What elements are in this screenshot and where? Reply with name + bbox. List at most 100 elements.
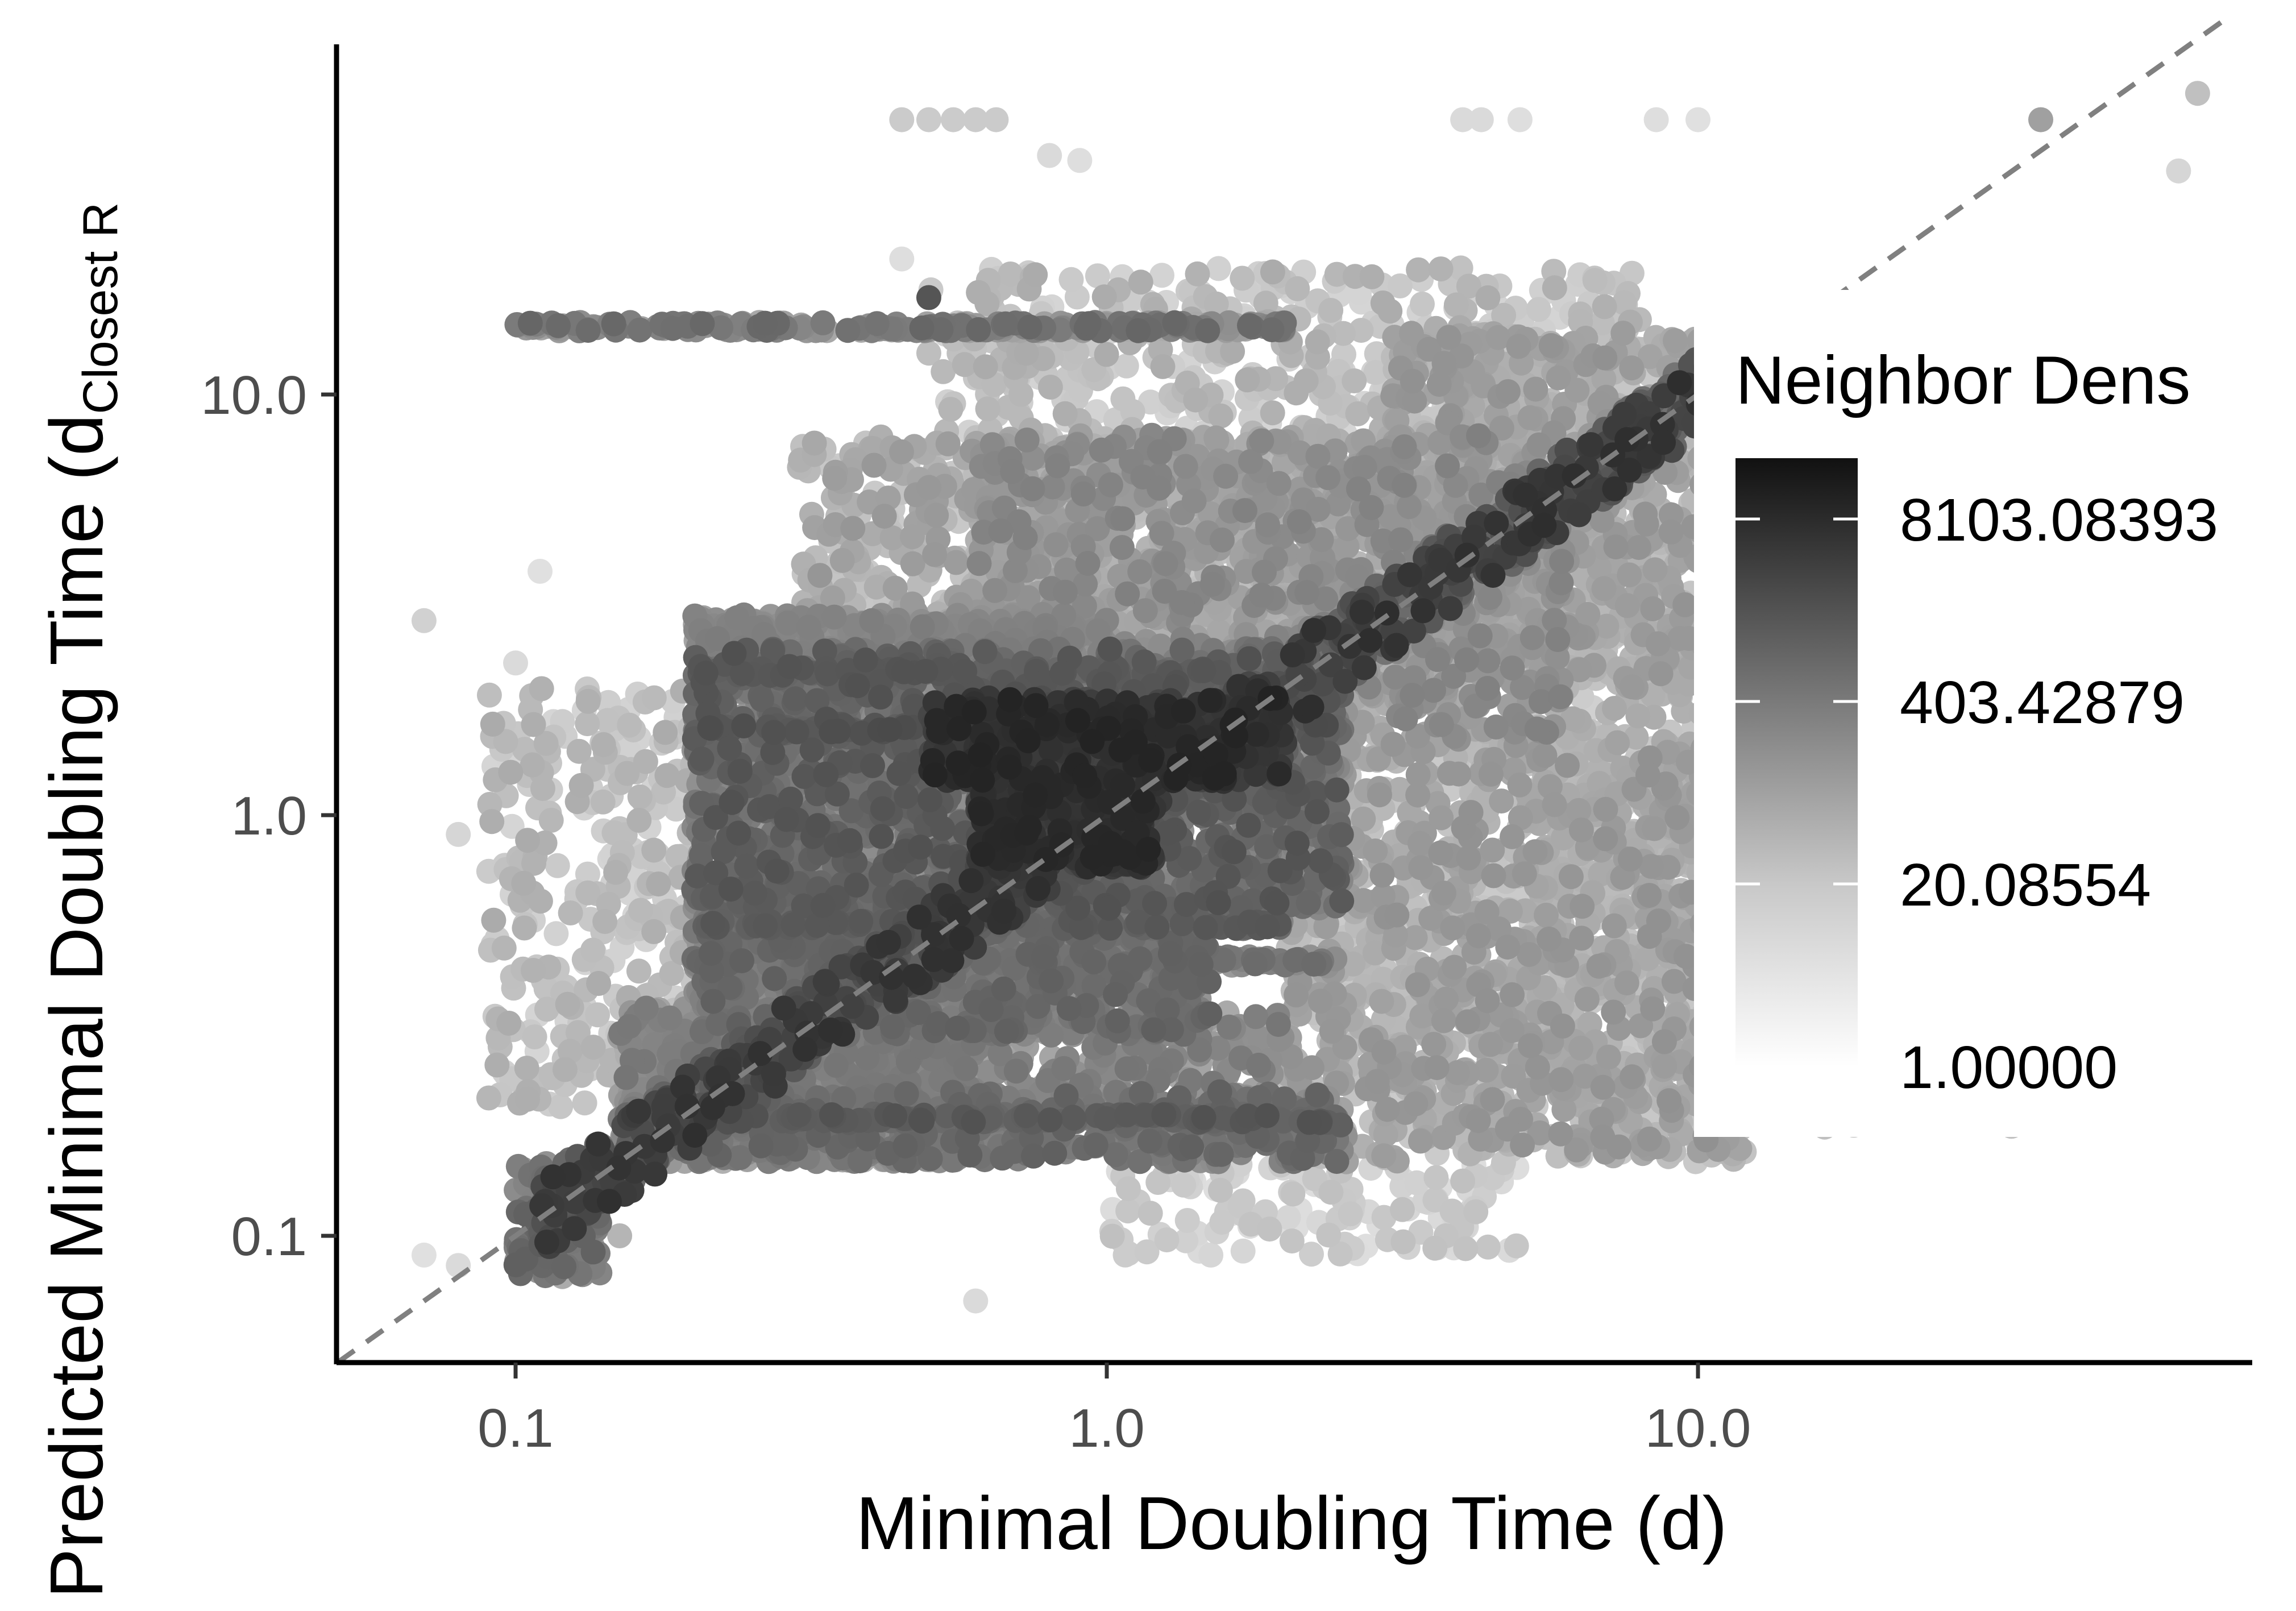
data-point xyxy=(2166,158,2191,184)
data-point xyxy=(1112,1242,1138,1268)
data-point xyxy=(931,359,956,384)
data-point xyxy=(580,1035,606,1060)
data-point xyxy=(1468,107,1494,132)
data-point xyxy=(1085,263,1110,289)
data-point xyxy=(1260,400,1285,426)
data-point xyxy=(529,676,554,701)
data-point xyxy=(520,752,545,778)
data-point xyxy=(626,958,651,984)
data-point xyxy=(480,711,505,737)
data-point xyxy=(521,712,546,737)
data-point xyxy=(591,732,616,757)
data-point xyxy=(1475,285,1501,310)
data-point xyxy=(514,1056,539,1081)
data-point xyxy=(641,685,667,711)
data-point xyxy=(1150,354,1176,379)
data-point xyxy=(411,1242,437,1268)
data-point xyxy=(1526,297,1551,322)
data-point xyxy=(963,107,989,132)
data-point xyxy=(1450,107,1476,132)
data-point xyxy=(1037,375,1063,400)
data-point xyxy=(595,708,620,733)
data-point xyxy=(1173,1228,1199,1253)
data-point xyxy=(1345,401,1371,426)
data-point xyxy=(1327,1241,1353,1267)
data-point xyxy=(963,1288,989,1314)
data-point xyxy=(1230,1238,1256,1264)
data-point xyxy=(663,796,689,822)
data-point xyxy=(512,915,537,941)
data-point xyxy=(1453,1236,1479,1261)
data-point xyxy=(1099,1223,1125,1249)
data-point xyxy=(1389,1197,1415,1222)
data-point xyxy=(1592,294,1617,319)
data-point xyxy=(1209,1210,1235,1235)
data-point xyxy=(411,608,437,633)
data-point xyxy=(1260,259,1285,285)
data-point xyxy=(1120,398,1145,424)
data-point xyxy=(2185,81,2210,106)
data-point xyxy=(496,1011,522,1036)
data-point xyxy=(889,246,915,272)
data-point xyxy=(1058,267,1084,292)
data-point xyxy=(1208,403,1234,429)
data-point xyxy=(1316,1222,1342,1248)
data-point xyxy=(941,107,966,132)
data-point xyxy=(1359,264,1385,289)
data-point xyxy=(1428,256,1454,282)
data-point xyxy=(1023,262,1048,288)
data-point xyxy=(641,919,667,944)
data-point xyxy=(1276,1205,1301,1230)
data-point xyxy=(1410,291,1435,317)
data-point xyxy=(1685,107,1710,132)
data-point xyxy=(1114,353,1139,379)
data-point xyxy=(1145,1170,1171,1195)
data-point xyxy=(1279,1228,1305,1254)
data-point xyxy=(1342,368,1367,393)
data-point xyxy=(503,650,528,676)
data-point xyxy=(476,1085,501,1111)
data-point xyxy=(491,935,517,961)
data-point xyxy=(1183,387,1209,413)
data-point xyxy=(1091,284,1117,310)
data-point xyxy=(580,937,605,963)
data-point xyxy=(1280,1181,1306,1207)
data-point xyxy=(628,898,653,923)
data-point xyxy=(1067,148,1093,173)
data-point xyxy=(1154,1227,1180,1253)
data-point xyxy=(1094,342,1119,367)
data-point xyxy=(1318,298,1344,323)
data-point xyxy=(1293,368,1319,393)
data-point xyxy=(1625,703,1651,729)
data-point xyxy=(538,808,564,833)
data-point xyxy=(534,997,559,1022)
data-point xyxy=(1206,256,1231,281)
data-point xyxy=(521,958,546,983)
data-point xyxy=(555,991,580,1017)
data-point xyxy=(1443,292,1469,318)
data-point xyxy=(973,354,998,380)
data-point xyxy=(592,909,618,934)
data-point xyxy=(1582,268,1608,293)
data-point xyxy=(484,1052,510,1078)
data-point xyxy=(568,773,594,798)
data-point xyxy=(515,828,541,853)
data-point xyxy=(1305,329,1330,355)
data-point xyxy=(1052,401,1078,426)
data-point xyxy=(1014,341,1039,366)
data-point xyxy=(1450,1168,1476,1194)
data-point xyxy=(975,396,1000,422)
data-point xyxy=(1115,1198,1141,1224)
data-point xyxy=(1318,1180,1344,1205)
data-point xyxy=(1037,143,1062,168)
data-point xyxy=(1542,275,1567,301)
data-point xyxy=(889,107,915,132)
data-point xyxy=(1137,1201,1163,1226)
data-point xyxy=(1008,381,1034,407)
data-point xyxy=(1134,1239,1160,1265)
data-point xyxy=(1507,107,1533,132)
data-point xyxy=(1174,1208,1200,1233)
data-point xyxy=(1238,1211,1264,1237)
data-point xyxy=(1643,107,1669,132)
